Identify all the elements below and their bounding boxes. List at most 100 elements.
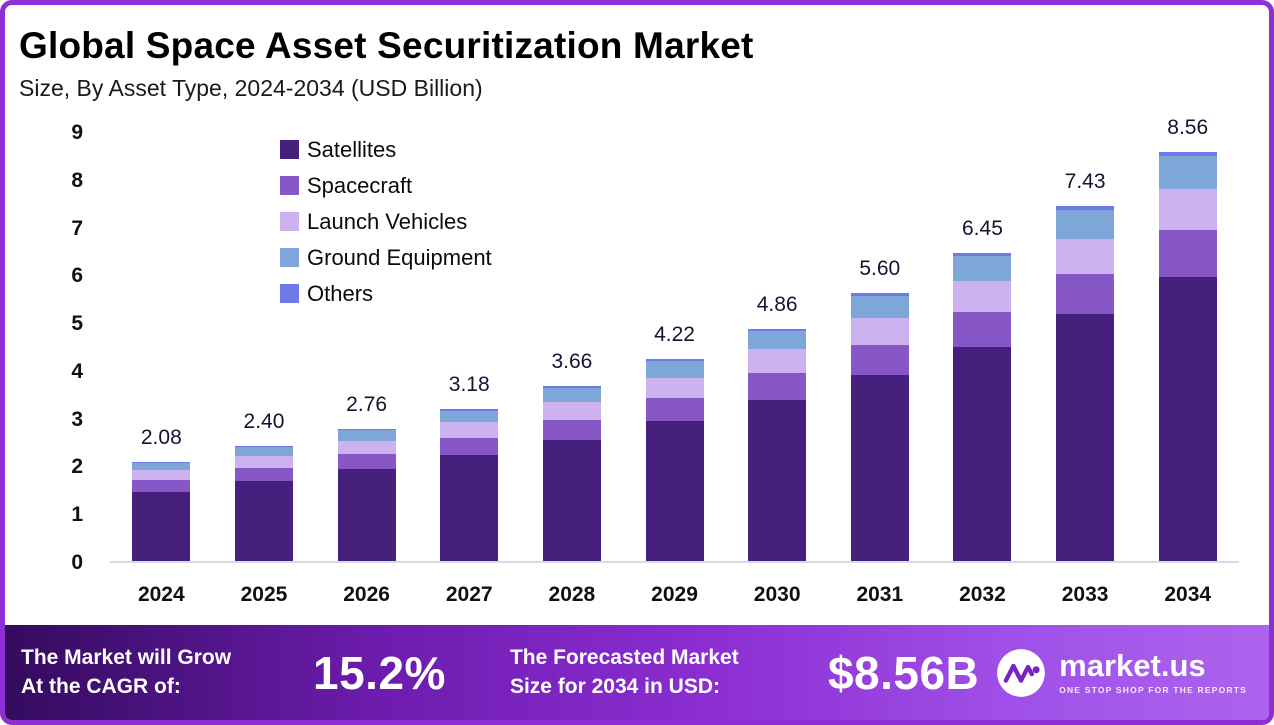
bar-segment-spacecraft-2034[interactable] bbox=[1158, 229, 1217, 277]
legend-label-ground-equipment: Ground Equipment bbox=[307, 244, 492, 270]
bar-group-2028: 3.66 2028 bbox=[521, 133, 624, 606]
bar-segment-launch-vehicles-2032[interactable] bbox=[953, 280, 1012, 312]
bar-group-2029: 4.22 2029 bbox=[623, 133, 726, 606]
bar-segment-ground-equipment-2031[interactable] bbox=[850, 296, 909, 318]
bar-segment-others-2028[interactable] bbox=[542, 386, 601, 389]
bar-segment-satellites-2032[interactable] bbox=[953, 346, 1012, 561]
bar-segment-launch-vehicles-2031[interactable] bbox=[850, 317, 909, 345]
legend-swatch-spacecraft bbox=[280, 176, 299, 195]
bar-stack-2031 bbox=[850, 293, 909, 561]
legend-item-others[interactable]: Others bbox=[280, 279, 492, 308]
bar-segment-launch-vehicles-2029[interactable] bbox=[645, 377, 704, 398]
bar-total-label-2028: 3.66 bbox=[551, 350, 593, 374]
legend-label-launch-vehicles: Launch Vehicles bbox=[307, 208, 468, 234]
bar-segment-ground-equipment-2024[interactable] bbox=[132, 462, 191, 471]
y-tick-7: 7 bbox=[71, 216, 83, 240]
page-title: Global Space Asset Securitization Market bbox=[19, 25, 754, 66]
bar-segment-spacecraft-2027[interactable] bbox=[440, 437, 499, 456]
bar-segment-launch-vehicles-2030[interactable] bbox=[748, 349, 807, 373]
y-tick-9: 9 bbox=[71, 121, 83, 144]
bar-segment-spacecraft-2032[interactable] bbox=[953, 311, 1012, 347]
bar-segment-satellites-2033[interactable] bbox=[1056, 314, 1115, 561]
forecast-value: $8.56B bbox=[827, 646, 980, 699]
bar-segment-spacecraft-2024[interactable] bbox=[132, 480, 191, 492]
bar-segment-ground-equipment-2034[interactable] bbox=[1158, 156, 1217, 189]
bar-segment-others-2025[interactable] bbox=[234, 446, 293, 448]
bar-segment-launch-vehicles-2026[interactable] bbox=[337, 440, 396, 454]
bar-segment-ground-equipment-2027[interactable] bbox=[440, 410, 499, 423]
bar-group-2027: 3.18 2027 bbox=[418, 133, 521, 606]
brand-tagline: ONE STOP SHOP FOR THE REPORTS bbox=[1059, 685, 1247, 696]
bar-group-2025: 2.40 2025 bbox=[213, 133, 316, 606]
bar-segment-satellites-2031[interactable] bbox=[850, 375, 909, 561]
brand-logo-group[interactable]: market.us ONE STOP SHOP FOR THE REPORTS bbox=[995, 647, 1247, 699]
bar-segment-spacecraft-2031[interactable] bbox=[850, 344, 909, 376]
bar-segment-ground-equipment-2028[interactable] bbox=[542, 388, 601, 402]
bar-segment-launch-vehicles-2033[interactable] bbox=[1056, 238, 1115, 274]
bar-segment-launch-vehicles-2027[interactable] bbox=[440, 422, 499, 438]
x-axis-label-2029: 2029 bbox=[651, 583, 698, 606]
legend-item-spacecraft[interactable]: Spacecraft bbox=[280, 171, 492, 200]
bar-segment-satellites-2034[interactable] bbox=[1158, 276, 1217, 561]
bar-segment-ground-equipment-2025[interactable] bbox=[234, 447, 293, 457]
bar-segment-ground-equipment-2032[interactable] bbox=[953, 255, 1012, 281]
bar-segment-others-2033[interactable] bbox=[1056, 206, 1115, 210]
bar-segment-spacecraft-2033[interactable] bbox=[1056, 273, 1115, 315]
bar-segment-spacecraft-2029[interactable] bbox=[645, 397, 704, 422]
x-axis-label-2031: 2031 bbox=[856, 583, 904, 606]
bar-segment-ground-equipment-2026[interactable] bbox=[337, 430, 396, 441]
bar-stack-2032 bbox=[953, 252, 1012, 561]
bar-total-label-2031: 5.60 bbox=[859, 257, 901, 281]
bar-segment-launch-vehicles-2025[interactable] bbox=[234, 456, 293, 468]
bar-segment-ground-equipment-2033[interactable] bbox=[1056, 209, 1115, 239]
x-axis-label-2027: 2027 bbox=[445, 583, 493, 606]
bar-stack-2034 bbox=[1158, 152, 1217, 561]
bar-segment-spacecraft-2025[interactable] bbox=[234, 467, 293, 482]
bar-group-2034: 8.56 2034 bbox=[1136, 116, 1239, 606]
bar-segment-others-2032[interactable] bbox=[953, 252, 1012, 256]
bar-segment-spacecraft-2028[interactable] bbox=[542, 419, 601, 440]
legend-label-others: Others bbox=[307, 280, 374, 306]
y-axis: 0 1 2 3 4 5 6 7 8 9 bbox=[35, 121, 83, 574]
bar-segment-launch-vehicles-2028[interactable] bbox=[542, 401, 601, 420]
bar-segment-others-2024[interactable] bbox=[132, 461, 191, 463]
bar-total-label-2029: 4.22 bbox=[654, 323, 695, 347]
bar-segment-satellites-2028[interactable] bbox=[542, 439, 601, 561]
chart-header: Global Space Asset Securitization Market… bbox=[5, 5, 1269, 102]
bar-segment-others-2029[interactable] bbox=[645, 359, 704, 362]
y-tick-4: 4 bbox=[71, 359, 83, 383]
x-axis-label-2034: 2034 bbox=[1164, 583, 1212, 606]
brand-name: market.us bbox=[1059, 647, 1206, 683]
cagr-value: 15.2% bbox=[313, 646, 446, 699]
bar-segment-spacecraft-2030[interactable] bbox=[748, 372, 807, 400]
bar-segment-satellites-2030[interactable] bbox=[748, 399, 807, 561]
y-tick-8: 8 bbox=[71, 168, 83, 192]
legend-item-ground-equipment[interactable]: Ground Equipment bbox=[280, 243, 492, 272]
bar-segment-satellites-2029[interactable] bbox=[645, 421, 704, 561]
brand-text: market.us ONE STOP SHOP FOR THE REPORTS bbox=[1059, 647, 1247, 696]
bar-total-label-2033: 7.43 bbox=[1064, 170, 1106, 194]
bar-total-label-2034: 8.56 bbox=[1167, 116, 1209, 140]
bar-segment-launch-vehicles-2024[interactable] bbox=[132, 470, 191, 481]
bar-segment-others-2034[interactable] bbox=[1158, 152, 1217, 157]
bar-segment-spacecraft-2026[interactable] bbox=[337, 454, 396, 470]
legend-item-launch-vehicles[interactable]: Launch Vehicles bbox=[280, 207, 492, 236]
bar-segment-launch-vehicles-2034[interactable] bbox=[1158, 188, 1217, 230]
legend-item-satellites[interactable]: Satellites bbox=[280, 135, 492, 164]
bar-segment-ground-equipment-2029[interactable] bbox=[645, 361, 704, 378]
y-tick-1: 1 bbox=[71, 503, 83, 527]
x-axis-label-2033: 2033 bbox=[1061, 583, 1109, 606]
x-axis-label-2032: 2032 bbox=[959, 583, 1006, 606]
bar-segment-others-2031[interactable] bbox=[850, 293, 909, 297]
cagr-label: The Market will Grow At the CAGR of: bbox=[21, 646, 232, 698]
bar-segment-satellites-2025[interactable] bbox=[234, 481, 293, 561]
bar-segment-others-2027[interactable] bbox=[440, 409, 499, 411]
bar-stack-2027 bbox=[440, 409, 499, 561]
x-axis-label-2028: 2028 bbox=[548, 583, 596, 606]
bar-segment-others-2026[interactable] bbox=[337, 429, 396, 431]
bar-segment-satellites-2027[interactable] bbox=[440, 455, 499, 561]
bar-segment-ground-equipment-2030[interactable] bbox=[748, 330, 807, 350]
bar-segment-satellites-2026[interactable] bbox=[337, 469, 396, 561]
bar-segment-others-2030[interactable] bbox=[748, 328, 807, 331]
bar-segment-satellites-2024[interactable] bbox=[132, 491, 191, 561]
